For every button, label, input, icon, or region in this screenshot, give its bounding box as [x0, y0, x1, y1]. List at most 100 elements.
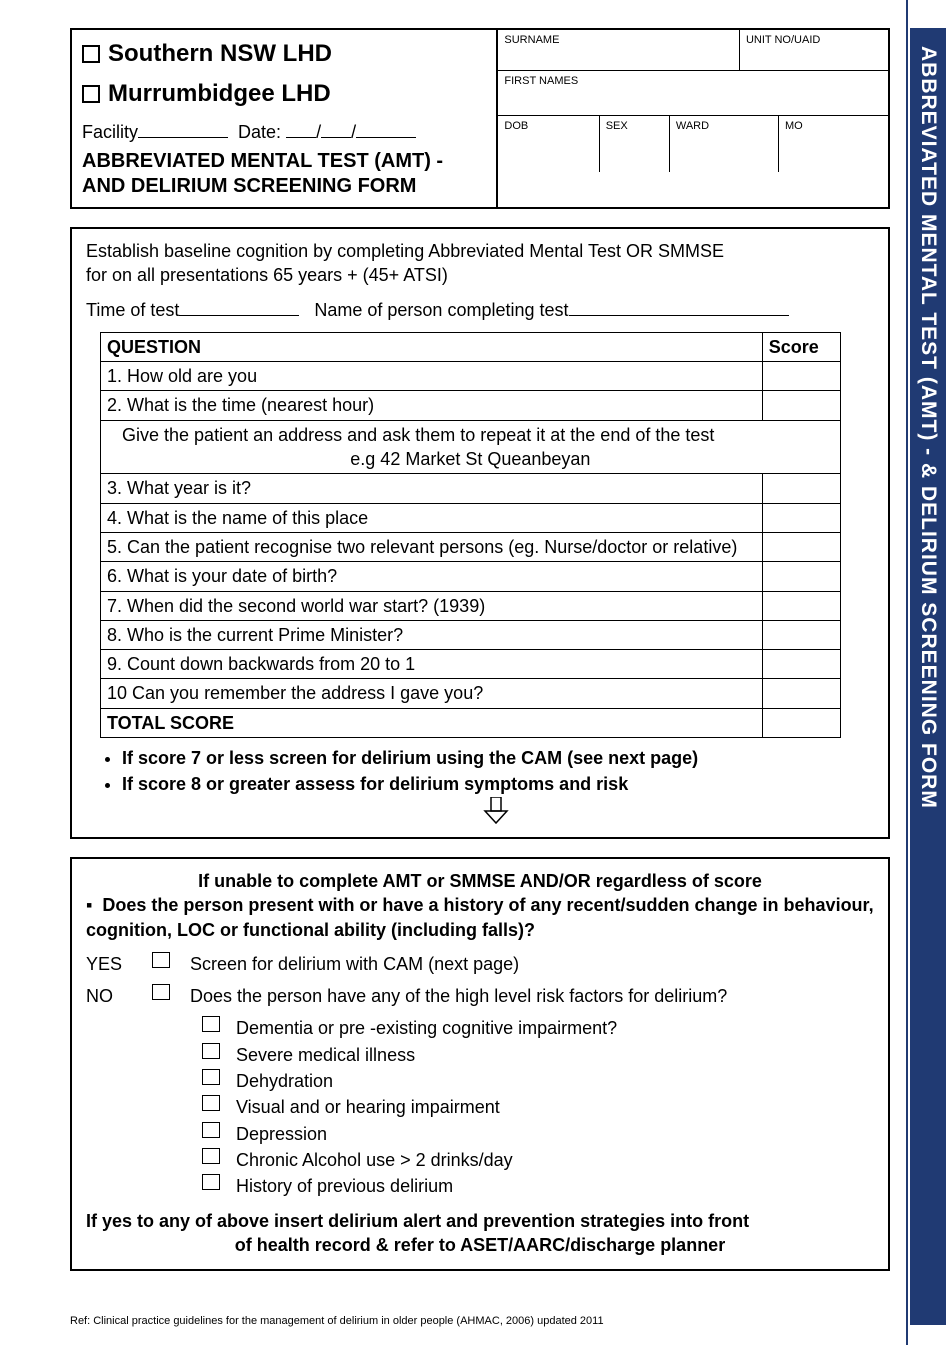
lhd1-label: Southern NSW LHD	[108, 40, 332, 68]
table-row: 7. When did the second world war start? …	[101, 591, 841, 620]
checkbox-icon[interactable]	[202, 1069, 220, 1085]
amt-section: Establish baseline cognition by completi…	[70, 227, 890, 839]
time-blank[interactable]	[179, 302, 299, 316]
table-row: 4. What is the name of this place	[101, 503, 841, 532]
table-row-address: Give the patient an address and ask them…	[101, 420, 841, 474]
page: ABBREVIATED MENTAL TEST (AMT) - & DELIRI…	[0, 0, 950, 1345]
final-note: If yes to any of above insert delirium a…	[86, 1209, 874, 1258]
no-label: NO	[86, 984, 132, 1008]
yes-text: Screen for delirium with CAM (next page)	[190, 952, 874, 976]
rf-1: Severe medical illness	[236, 1043, 415, 1067]
ward-label: WARD	[676, 120, 709, 132]
list-item: Severe medical illness	[202, 1043, 874, 1067]
bullet-1: If score 7 or less screen for delirium u…	[122, 746, 874, 770]
address-instruction: Give the patient an address and ask them…	[101, 420, 841, 474]
checkbox-icon[interactable]	[152, 984, 170, 1000]
table-row: 6. What is your date of birth?	[101, 562, 841, 591]
rf-6: History of previous delirium	[236, 1174, 453, 1198]
no-row: NO Does the person have any of the high …	[86, 984, 874, 1008]
checkbox-icon[interactable]	[202, 1174, 220, 1190]
arrow-down-icon	[479, 797, 513, 825]
score-cell[interactable]	[762, 620, 840, 649]
checkbox-icon[interactable]	[152, 952, 170, 968]
firstnames-cell[interactable]: FIRST NAMES	[498, 71, 888, 115]
ward-cell[interactable]: WARD	[670, 116, 779, 172]
table-row: 1. How old are you	[101, 362, 841, 391]
addr-l1: Give the patient an address and ask them…	[122, 425, 714, 445]
checkbox-icon[interactable]	[202, 1148, 220, 1164]
dob-cell[interactable]: DOB	[498, 116, 599, 172]
score-cell[interactable]	[762, 391, 840, 420]
q9: 9. Count down backwards from 20 to 1	[101, 650, 763, 679]
lhd2-label: Murrumbidgee LHD	[108, 80, 331, 108]
sex-label: SEX	[606, 120, 628, 132]
final-l2: of health record & refer to ASET/AARC/di…	[86, 1233, 874, 1257]
q3: 3. What year is it?	[101, 474, 763, 503]
checkbox-icon[interactable]	[82, 45, 100, 63]
facility-blank[interactable]	[138, 124, 228, 138]
table-row-total: TOTAL SCORE	[101, 708, 841, 737]
table-row: 10 Can you remember the address I gave y…	[101, 679, 841, 708]
total-score-cell[interactable]	[762, 708, 840, 737]
time-label: Time of test	[86, 300, 179, 320]
q4: 4. What is the name of this place	[101, 503, 763, 532]
unit-label: UNIT NO/UAID	[746, 34, 820, 46]
sex-cell[interactable]: SEX	[600, 116, 670, 172]
rf-5: Chronic Alcohol use > 2 drinks/day	[236, 1148, 513, 1172]
total-label: TOTAL SCORE	[101, 708, 763, 737]
q10: 10 Can you remember the address I gave y…	[101, 679, 763, 708]
checkbox-icon[interactable]	[202, 1095, 220, 1111]
score-cell[interactable]	[762, 532, 840, 561]
time-of-test-line: Time of test Name of person completing t…	[86, 298, 874, 322]
date-m[interactable]	[321, 124, 351, 138]
score-cell[interactable]	[762, 362, 840, 391]
score-cell[interactable]	[762, 474, 840, 503]
checkbox-icon[interactable]	[202, 1122, 220, 1138]
rf-0: Dementia or pre -existing cognitive impa…	[236, 1016, 617, 1040]
date-y[interactable]	[356, 124, 416, 138]
form-title: ABBREVIATED MENTAL TEST (AMT) - AND DELI…	[82, 149, 486, 199]
table-row: 8. Who is the current Prime Minister?	[101, 620, 841, 649]
score-cell[interactable]	[762, 562, 840, 591]
surname-cell[interactable]: SURNAME	[498, 30, 740, 70]
amt-intro-l2: for on all presentations 65 years + (45+…	[86, 265, 448, 285]
q8: 8. Who is the current Prime Minister?	[101, 620, 763, 649]
qt-header-row: QUESTION Score	[101, 332, 841, 361]
checkbox-icon[interactable]	[202, 1016, 220, 1032]
dob-label: DOB	[504, 120, 528, 132]
score-cell[interactable]	[762, 503, 840, 532]
qt-header-score: Score	[762, 332, 840, 361]
date-d[interactable]	[286, 124, 316, 138]
pi-row-3: DOB SEX WARD MO	[498, 116, 888, 172]
facility-line: Facility Date: //	[82, 122, 486, 143]
checkbox-icon[interactable]	[202, 1043, 220, 1059]
score-cell[interactable]	[762, 591, 840, 620]
footer-reference: Ref: Clinical practice guidelines for th…	[70, 1315, 604, 1327]
table-row: 9. Count down backwards from 20 to 1	[101, 650, 841, 679]
risk-factor-list: Dementia or pre -existing cognitive impa…	[202, 1016, 874, 1198]
pi-row-2: FIRST NAMES	[498, 71, 888, 116]
q7: 7. When did the second world war start? …	[101, 591, 763, 620]
arrow-down	[86, 797, 906, 831]
q5: 5. Can the patient recognise two relevan…	[101, 532, 763, 561]
rf-2: Dehydration	[236, 1069, 333, 1093]
table-row: 3. What year is it?	[101, 474, 841, 503]
checkbox-icon[interactable]	[82, 85, 100, 103]
table-row: 5. Can the patient recognise two relevan…	[101, 532, 841, 561]
final-l1: If yes to any of above insert delirium a…	[86, 1211, 749, 1231]
header-left: Southern NSW LHD Murrumbidgee LHD Facili…	[70, 28, 496, 209]
amt-bullets: If score 7 or less screen for delirium u…	[122, 746, 874, 797]
name-label: Name of person completing test	[314, 300, 568, 320]
score-cell[interactable]	[762, 679, 840, 708]
q2: 2. What is the time (nearest hour)	[101, 391, 763, 420]
unit-cell[interactable]: UNIT NO/UAID	[740, 30, 888, 70]
name-blank[interactable]	[569, 302, 789, 316]
q6: 6. What is your date of birth?	[101, 562, 763, 591]
mo-cell[interactable]: MO	[779, 116, 888, 172]
bullet-2: If score 8 or greater assess for deliriu…	[122, 772, 874, 796]
list-item: Chronic Alcohol use > 2 drinks/day	[202, 1148, 874, 1172]
facility-label: Facility	[82, 122, 138, 142]
score-cell[interactable]	[762, 650, 840, 679]
date-label: Date:	[238, 122, 281, 142]
qt-header-question: QUESTION	[101, 332, 763, 361]
